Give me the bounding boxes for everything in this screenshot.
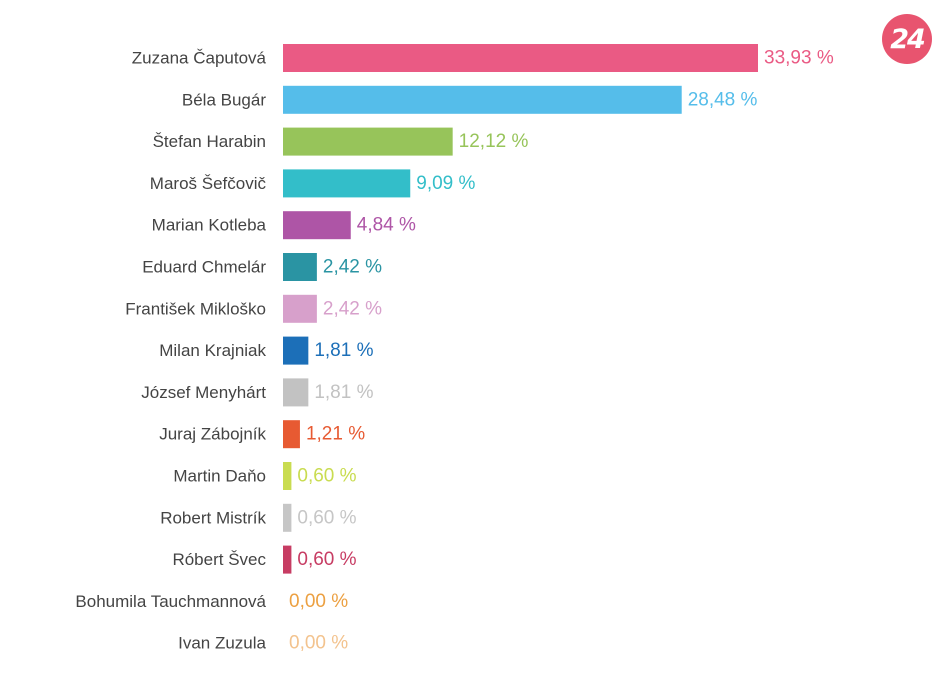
value-label: 2,42 % — [323, 257, 382, 278]
bar — [283, 169, 411, 198]
bar — [283, 503, 292, 532]
category-label: Bohumila Tauchmannová — [75, 592, 266, 611]
value-label: 28,48 % — [688, 89, 758, 110]
category-label: Róbert Švec — [172, 550, 266, 569]
category-label: Zuzana Čaputová — [132, 49, 267, 68]
bar — [283, 211, 351, 240]
value-label: 0,00 % — [289, 591, 348, 612]
value-label: 1,21 % — [306, 424, 365, 445]
value-label: 2,42 % — [323, 298, 382, 319]
category-label: Marian Kotleba — [152, 216, 267, 235]
value-label: 9,09 % — [416, 173, 475, 194]
bar — [283, 462, 292, 490]
logo-24-text: 24 — [890, 23, 926, 55]
bar — [283, 253, 317, 281]
bar — [283, 336, 309, 365]
value-label: 4,84 % — [357, 215, 416, 236]
category-label: Eduard Chmelár — [142, 258, 266, 277]
bar — [283, 294, 317, 323]
value-label: 0,60 % — [297, 549, 356, 570]
value-label: 0,00 % — [289, 633, 348, 654]
category-label: Robert Mistrík — [160, 508, 266, 527]
category-label: Ivan Zuzula — [178, 634, 266, 653]
bar — [283, 44, 758, 72]
value-label: 33,93 % — [764, 48, 834, 69]
category-label: František Mikloško — [125, 299, 266, 318]
bar — [283, 127, 453, 156]
value-label: 1,81 % — [314, 382, 373, 403]
category-label: Štefan Harabin — [153, 132, 266, 151]
category-label: Milan Krajniak — [159, 341, 266, 360]
logo-24-badge: 24 — [882, 14, 932, 64]
category-label: Juraj Zábojník — [159, 425, 266, 444]
bar — [283, 378, 309, 407]
bar — [283, 545, 292, 574]
category-label: József Menyhárt — [141, 383, 266, 402]
bar — [283, 85, 682, 114]
category-label: Béla Bugár — [182, 90, 266, 109]
value-label: 12,12 % — [459, 131, 529, 152]
category-label: Martin Daňo — [173, 467, 266, 486]
category-label: Maroš Šefčovič — [150, 174, 267, 193]
value-label: 0,60 % — [297, 507, 356, 528]
bar — [283, 420, 300, 449]
value-label: 0,60 % — [297, 466, 356, 487]
value-label: 1,81 % — [314, 340, 373, 361]
